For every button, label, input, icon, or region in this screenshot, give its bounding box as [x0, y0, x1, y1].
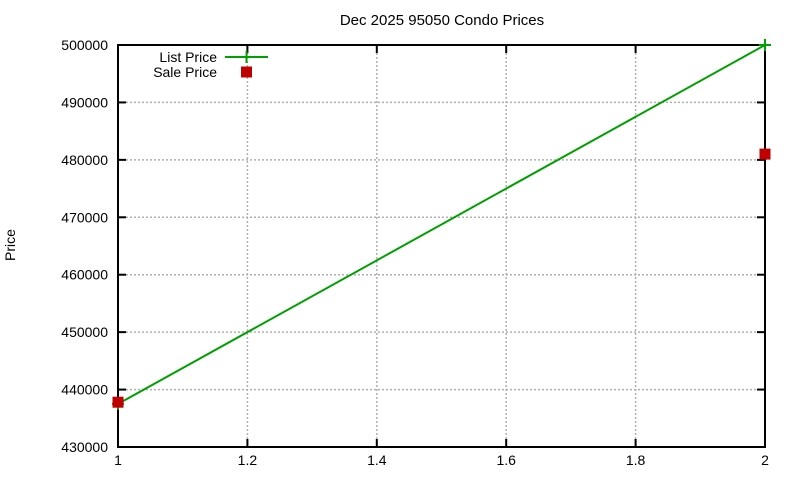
list-price-line: [117, 44, 766, 405]
list-price-point-marker: [759, 39, 771, 51]
y-axis-label: Price: [2, 229, 18, 261]
sale-price-point-marker: [759, 148, 771, 160]
x-tick-label: 1.6: [496, 452, 516, 468]
y-tick-label: 490000: [61, 94, 108, 110]
chart-title: Dec 2025 95050 Condo Prices: [340, 12, 544, 29]
x-tick-label: 1.2: [238, 452, 258, 468]
y-tick-label: 440000: [61, 382, 108, 398]
x-tick-label: 1.4: [367, 452, 387, 468]
legend-label-list-price: List Price: [159, 49, 217, 65]
legend-label-sale-price: Sale Price: [153, 64, 217, 80]
y-tick-label: 470000: [61, 209, 108, 225]
legend-sample-marker-sale-price: [241, 66, 252, 78]
y-tick-label: 480000: [61, 152, 108, 168]
plot-area: 430000 440000 450000 460000 470000 480000 4900…: [61, 37, 771, 468]
y-tick-label: 430000: [61, 439, 108, 455]
sale-price-point-marker: [112, 396, 124, 408]
y-tick-label: 460000: [61, 267, 108, 283]
plot-frame: [117, 44, 766, 448]
legend-sample-marker-list-price: [240, 51, 253, 63]
y-tick-label: 450000: [61, 324, 108, 340]
x-tick-label: 1.8: [626, 452, 646, 468]
x-tick-label: 2: [761, 452, 769, 468]
x-tick-label: 1: [114, 452, 122, 468]
y-tick-label: 500000: [61, 37, 108, 53]
